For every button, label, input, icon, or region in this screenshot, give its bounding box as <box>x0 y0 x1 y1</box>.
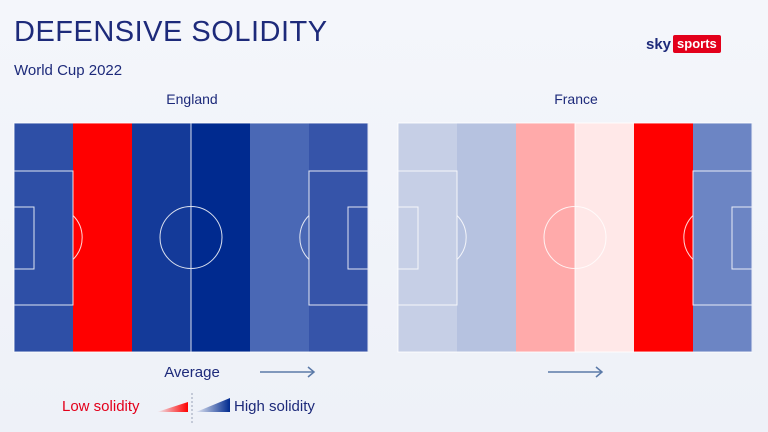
pitch-markings <box>397 122 753 353</box>
heatmap-zone-4 <box>575 123 635 352</box>
heatmap-zone-3 <box>132 123 192 352</box>
pitch-france <box>397 122 753 353</box>
pitch-england <box>13 122 369 353</box>
heatmap-zone-3 <box>516 123 576 352</box>
team-label-england: England <box>166 91 218 107</box>
legend-low-solidity: Low solidity <box>62 398 140 415</box>
legend-high-solidity: High solidity <box>234 398 315 415</box>
logo-sky-text: sky <box>646 35 672 53</box>
logo-sports-text: sports <box>673 35 721 53</box>
sky-sports-logo: sky sports <box>646 35 721 53</box>
heatmap-zone-5 <box>634 123 694 352</box>
pitch-markings <box>13 122 369 353</box>
heatmap-zone-1 <box>398 123 458 352</box>
heatmap-zone-2 <box>73 123 133 352</box>
average-label: Average <box>164 364 220 381</box>
heatmap-zone-6 <box>309 123 369 352</box>
chart-subtitle: World Cup 2022 <box>14 62 123 79</box>
heatmap-zone-5 <box>250 123 310 352</box>
heatmap-zone-1 <box>14 123 74 352</box>
team-label-france: France <box>554 91 598 107</box>
high-solidity-ramp <box>196 398 230 412</box>
heatmap-zone-4 <box>191 123 251 352</box>
heatmap-zone-6 <box>693 123 753 352</box>
arrow-icon <box>260 366 316 378</box>
arrow-icon <box>548 366 604 378</box>
heatmap-zone-2 <box>457 123 517 352</box>
low-solidity-ramp <box>157 402 188 412</box>
chart-title: DEFENSIVE SOLIDITY <box>14 16 328 48</box>
